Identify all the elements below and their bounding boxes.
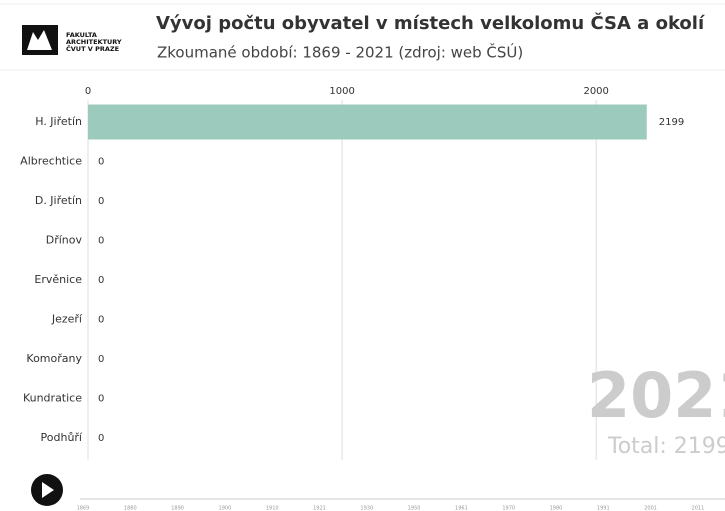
y-tick-label: Kundratice xyxy=(23,392,82,405)
value-label: 0 xyxy=(98,315,104,326)
timeline-label: 2001 xyxy=(644,506,657,511)
value-label: 0 xyxy=(98,433,104,444)
logo: FAKULTA ARCHITEKTURY ČVUT V PRAZE xyxy=(22,25,122,55)
y-tick-label: Podhůří xyxy=(41,431,83,444)
timeline-label: 1980 xyxy=(550,506,563,511)
bar xyxy=(88,104,647,140)
logo-text: ARCHITEKTURY xyxy=(66,38,122,46)
play-icon[interactable] xyxy=(42,482,54,498)
y-tick-label: Albrechtice xyxy=(20,155,82,168)
value-label: 2199 xyxy=(659,117,684,128)
y-tick-label: Komořany xyxy=(26,352,82,365)
y-tick-label: Jezeří xyxy=(51,313,83,326)
timeline-label: 1910 xyxy=(266,506,279,511)
timeline-label: 1890 xyxy=(171,506,184,511)
value-label: 0 xyxy=(98,394,104,405)
total-label: Total: 2199 xyxy=(607,434,725,459)
timeline-label: 1950 xyxy=(408,506,421,511)
timeline-label: 2011 xyxy=(692,506,705,511)
timeline-label: 1921 xyxy=(313,506,326,511)
timeline-label: 1970 xyxy=(502,506,515,511)
timeline-label: 1900 xyxy=(219,506,232,511)
value-label: 0 xyxy=(98,275,104,286)
y-tick-label: Ervěnice xyxy=(34,273,82,286)
y-tick-label: Dřínov xyxy=(46,234,83,247)
timeline-label: 1991 xyxy=(597,506,610,511)
x-tick-label: 2000 xyxy=(583,86,608,97)
value-label: 0 xyxy=(98,236,104,247)
chart-title: Vývoj počtu obyvatel v místech velkolomu… xyxy=(156,12,705,34)
current-year: 2021 xyxy=(587,359,725,432)
value-label: 0 xyxy=(98,196,104,207)
chart-subtitle: Zkoumané období: 1869 - 2021 (zdroj: web… xyxy=(157,43,523,62)
value-label: 0 xyxy=(98,354,104,365)
x-tick-label: 0 xyxy=(85,86,91,97)
timeline-label: 1880 xyxy=(124,506,137,511)
logo-lion xyxy=(27,30,52,50)
value-label: 0 xyxy=(98,157,104,168)
x-tick-label: 1000 xyxy=(329,86,354,97)
timeline-label: 1930 xyxy=(360,506,373,511)
timeline-label: 1961 xyxy=(455,506,468,511)
y-tick-label: H. Jiřetín xyxy=(35,115,82,128)
logo-text: FAKULTA xyxy=(66,31,97,39)
logo-text: ČVUT V PRAZE xyxy=(66,44,119,53)
timeline-label: 1869 xyxy=(77,506,90,511)
y-tick-label: D. Jiřetín xyxy=(35,194,82,207)
